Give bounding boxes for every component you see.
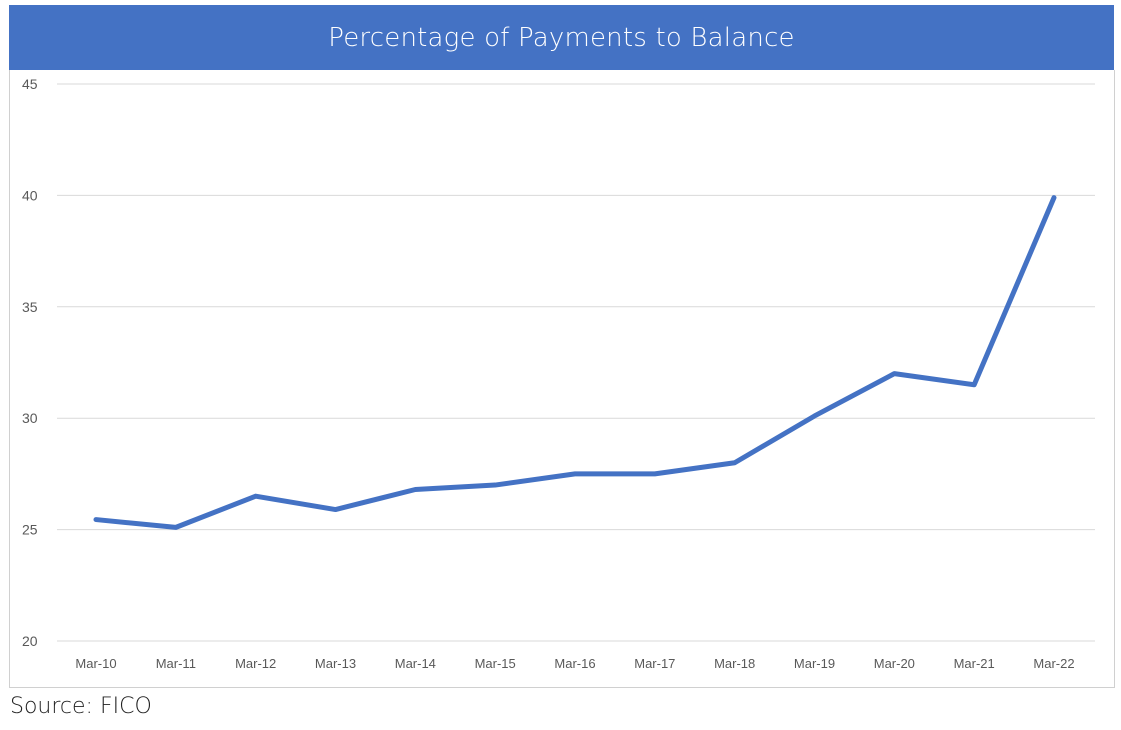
y-tick-label: 30: [22, 410, 38, 426]
source-note: Source: FICO: [10, 694, 152, 719]
x-tick-label: Mar-20: [874, 656, 915, 671]
y-tick-label: 40: [22, 187, 38, 203]
chart-frame: [9, 70, 1115, 688]
x-tick-label: Mar-17: [634, 656, 675, 671]
x-tick-label: Mar-14: [395, 656, 436, 671]
chart-title: Percentage of Payments to Balance: [9, 5, 1114, 70]
x-tick-label: Mar-12: [235, 656, 276, 671]
x-tick-label: Mar-21: [954, 656, 995, 671]
x-tick-label: Mar-10: [75, 656, 116, 671]
x-tick-label: Mar-22: [1033, 656, 1074, 671]
x-tick-label: Mar-15: [475, 656, 516, 671]
y-tick-label: 35: [22, 299, 38, 315]
x-tick-label: Mar-18: [714, 656, 755, 671]
y-tick-label: 25: [22, 522, 38, 538]
y-tick-label: 45: [22, 76, 38, 92]
y-tick-label: 20: [22, 633, 38, 649]
x-tick-label: Mar-16: [554, 656, 595, 671]
x-tick-label: Mar-19: [794, 656, 835, 671]
x-tick-label: Mar-13: [315, 656, 356, 671]
series-line: [93, 195, 1057, 530]
x-tick-label: Mar-11: [156, 656, 196, 671]
